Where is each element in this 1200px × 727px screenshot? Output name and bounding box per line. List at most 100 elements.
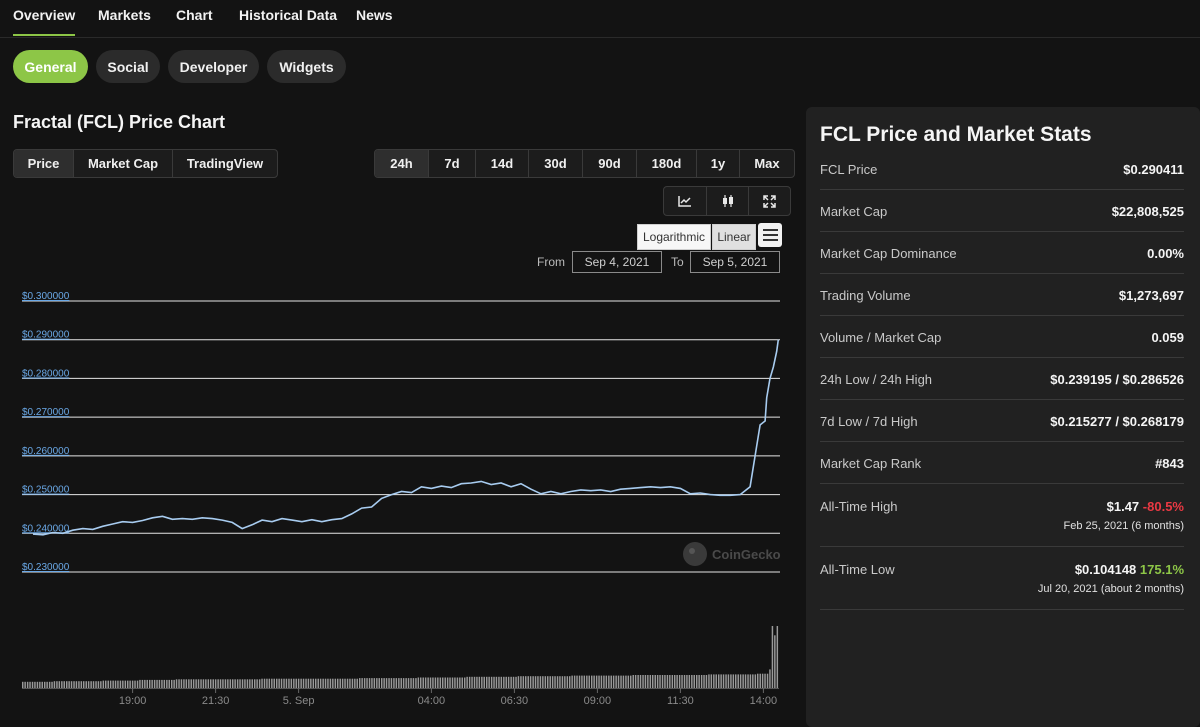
volume-bar <box>505 676 507 688</box>
volume-bar <box>205 679 207 688</box>
volume-bar <box>581 675 583 688</box>
volume-bar <box>349 678 351 688</box>
stat-value: $0.104148 175.1% <box>1075 562 1184 577</box>
chart-type-market-cap[interactable]: Market Cap <box>74 150 173 177</box>
candlestick-icon[interactable] <box>707 187 749 215</box>
volume-bar <box>290 678 293 688</box>
chart-type-tradingview[interactable]: TradingView <box>186 156 264 171</box>
volume-bar <box>68 681 70 688</box>
volume-bar <box>727 674 730 688</box>
volume-bar <box>559 676 561 688</box>
volume-bar <box>393 678 395 688</box>
volume-bar <box>319 678 322 688</box>
line-chart-icon[interactable] <box>664 187 707 215</box>
logarithmic-scale-button[interactable]: Logarithmic <box>637 224 711 250</box>
range-7d[interactable]: 7d <box>429 150 476 177</box>
volume-bar <box>356 678 358 688</box>
volume-bar <box>212 679 214 688</box>
stat-value: 0.059 <box>1151 330 1184 345</box>
volume-bar <box>224 679 227 688</box>
volume-bar <box>63 681 65 688</box>
volume-bar <box>566 676 569 688</box>
volume-bar <box>324 678 327 688</box>
from-label: From <box>537 255 565 269</box>
volume-bar <box>547 676 549 688</box>
tab-developer[interactable]: Developer <box>168 50 259 83</box>
volume-bar <box>398 678 400 688</box>
nav-news[interactable]: News <box>356 7 393 23</box>
volume-bar <box>637 675 639 688</box>
range-14d[interactable]: 14d <box>476 150 529 177</box>
nav-historical-data[interactable]: Historical Data <box>239 7 338 23</box>
volume-bar <box>451 677 454 688</box>
range-selector: 24h 7d 14d 30d 90d 180d 1y Max <box>374 149 795 178</box>
volume-bar <box>488 676 490 688</box>
stat-value: $1,273,697 <box>1118 288 1184 303</box>
stat-label: 24h Low / 24h High <box>820 372 933 387</box>
volume-bar <box>317 678 319 688</box>
fullscreen-icon[interactable] <box>749 187 790 215</box>
volume-bar <box>420 677 422 688</box>
tab-general[interactable]: General <box>13 50 88 83</box>
stat-label: Market Cap Rank <box>820 456 922 471</box>
volume-bar <box>464 677 466 688</box>
x-tick-label: 14:00 <box>750 695 778 706</box>
volume-bar <box>131 680 134 688</box>
volume-bar <box>439 677 442 688</box>
nav-markets[interactable]: Markets <box>98 7 151 23</box>
volume-bar <box>244 679 246 688</box>
volume-bar <box>520 676 522 688</box>
y-tick-label: $0.230000 <box>22 562 70 573</box>
volume-bar <box>708 674 710 688</box>
range-180d[interactable]: 180d <box>637 150 697 177</box>
volume-bar <box>278 678 280 688</box>
volume-bar <box>688 675 691 688</box>
volume-bar <box>95 681 97 688</box>
from-date-input[interactable]: Sep 4, 2021 <box>572 251 662 273</box>
volume-bar <box>654 675 656 688</box>
nav-chart[interactable]: Chart <box>176 7 213 23</box>
ath-change: -80.5% <box>1142 499 1184 514</box>
tab-widgets[interactable]: Widgets <box>267 50 346 83</box>
range-1y[interactable]: 1y <box>697 150 740 177</box>
volume-bar <box>503 676 505 688</box>
volume-bar <box>698 675 700 688</box>
volume-bar <box>683 675 686 688</box>
volume-bar <box>70 681 73 688</box>
x-tick-label: 21:30 <box>202 695 230 706</box>
to-label: To <box>671 255 684 269</box>
volume-bar <box>239 679 241 688</box>
stat-row-market-cap: Market Cap $22,808,525 <box>820 189 1184 232</box>
tab-social[interactable]: Social <box>96 50 160 83</box>
volume-bar <box>527 676 529 688</box>
range-24h[interactable]: 24h <box>375 150 429 177</box>
volume-bar <box>329 678 332 688</box>
stat-value: $0.290411 <box>1123 162 1184 177</box>
volume-bar <box>517 676 520 688</box>
range-90d[interactable]: 90d <box>583 150 637 177</box>
price-chart: $0.300000 $0.290000 $0.280000 $0.270000 $0.2… <box>22 291 781 706</box>
volume-bar <box>761 673 764 688</box>
volume-bar <box>495 676 498 688</box>
to-date-input[interactable]: Sep 5, 2021 <box>690 251 780 273</box>
y-tick-label: $0.300000 <box>22 291 70 302</box>
y-tick-label: $0.240000 <box>22 523 70 534</box>
volume-bar <box>105 680 107 688</box>
volume-bar <box>554 676 556 688</box>
volume-bar <box>246 679 249 688</box>
volume-bar <box>456 677 459 688</box>
nav-overview[interactable]: Overview <box>13 7 76 36</box>
range-30d[interactable]: 30d <box>529 150 583 177</box>
range-max[interactable]: Max <box>754 156 780 171</box>
linear-scale-button[interactable]: Linear <box>712 224 756 250</box>
hamburger-menu-icon[interactable] <box>758 223 782 247</box>
chart-type-price[interactable]: Price <box>14 150 74 177</box>
stat-value: 0.00% <box>1147 246 1184 261</box>
volume-bar <box>573 675 576 688</box>
volume-bar <box>595 675 598 688</box>
volume-bar <box>549 676 551 688</box>
volume-bar <box>620 675 622 688</box>
volume-bar <box>749 674 752 688</box>
volume-bar <box>625 675 627 688</box>
stats-title: FCL Price and Market Stats <box>820 123 1092 146</box>
